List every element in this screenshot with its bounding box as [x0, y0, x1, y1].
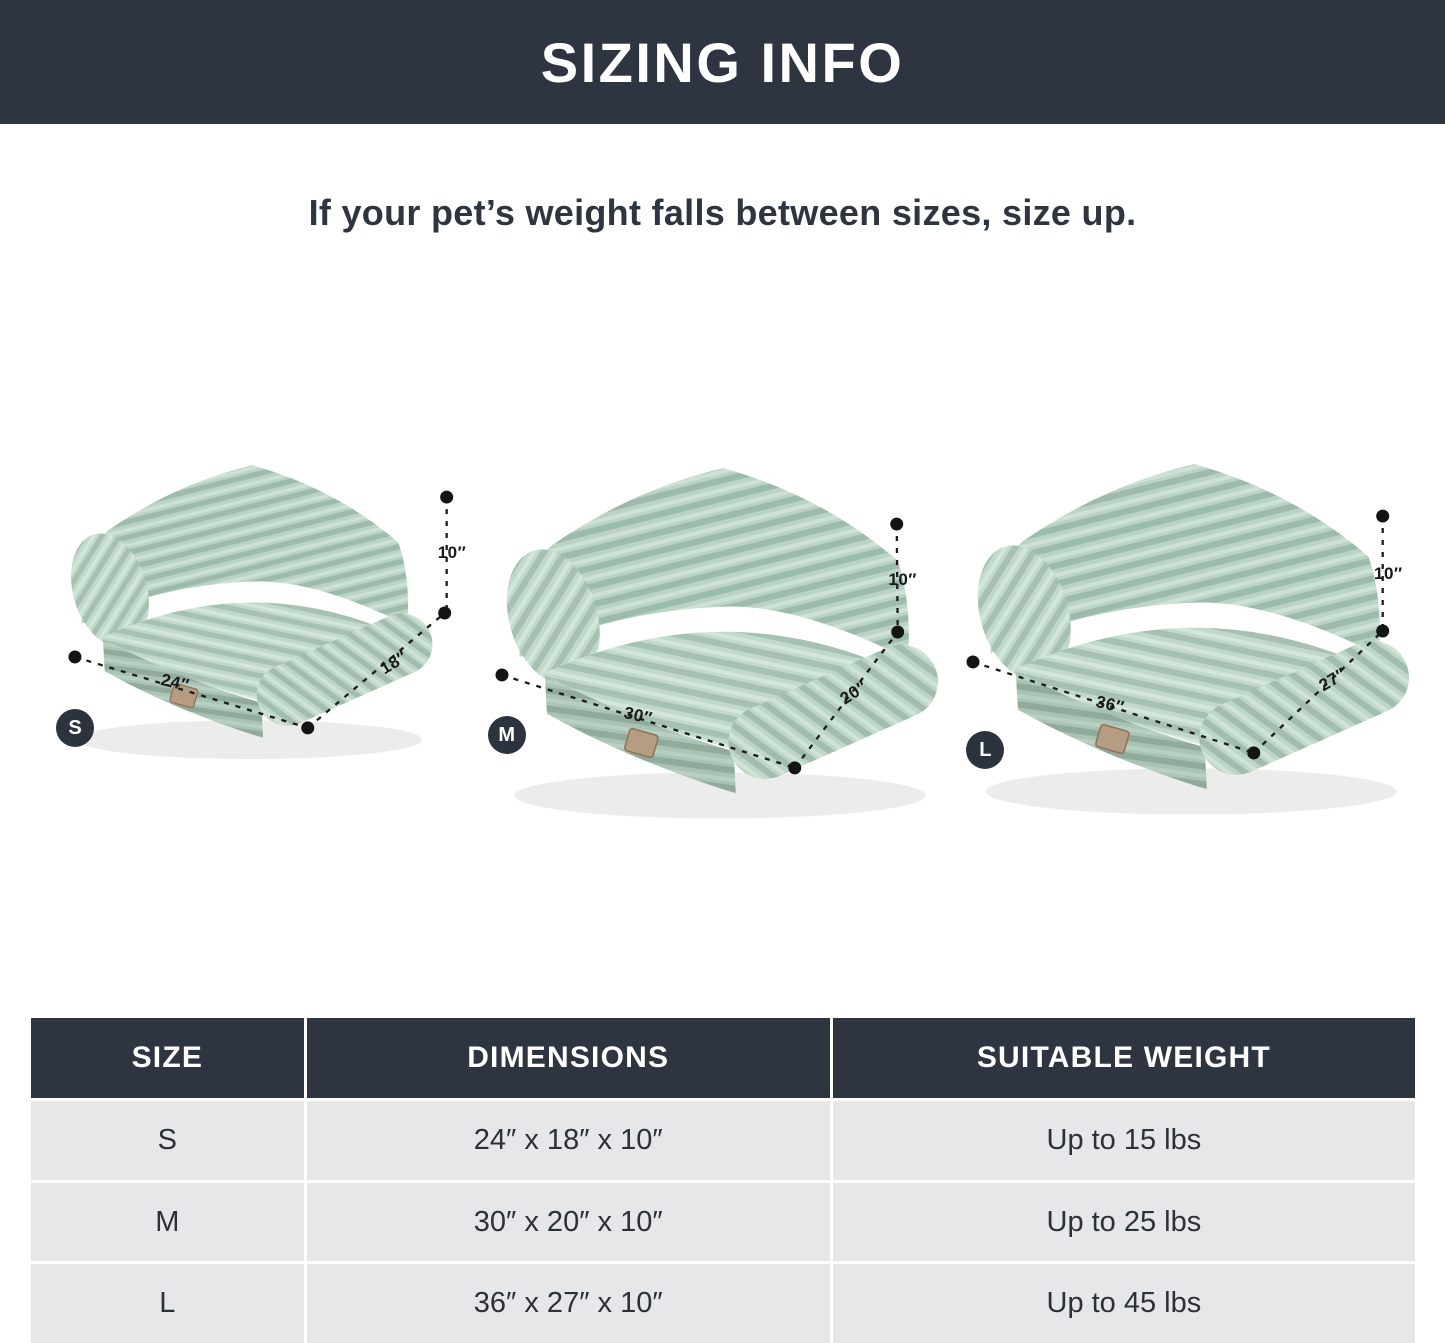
- sizing-note: If your pet’s weight falls between sizes…: [308, 192, 1137, 233]
- size-diagram-medium: 30″ 20″ 10″ M: [482, 400, 964, 820]
- cell-weight: Up to 15 lbs: [829, 1101, 1415, 1180]
- table-row-l: L 36″ x 27″ x 10″ Up to 45 lbs: [31, 1261, 1415, 1343]
- cell-weight: Up to 25 lbs: [829, 1182, 1415, 1262]
- pet-bed-small-illustration: [68, 465, 454, 760]
- cell-size: S: [157, 1123, 177, 1156]
- size-diagram-small: 24″ 18″ 10″ S: [0, 400, 482, 820]
- height-dimension-label: 10″: [1374, 564, 1403, 583]
- header-bar: SIZING INFO: [0, 0, 1445, 124]
- cell-dimensions: 36″ x 27″ x 10″: [303, 1264, 830, 1343]
- size-diagrams: 24″ 18″ 10″ S: [0, 400, 1445, 820]
- cell-weight: Up to 45 lbs: [829, 1264, 1415, 1343]
- pet-bed-large-illustration: [966, 464, 1410, 815]
- table-header-size: SIZE: [131, 1041, 204, 1074]
- size-badge-m: M: [487, 716, 526, 754]
- sizing-table: SIZE DIMENSIONS SUITABLE WEIGHT S 24″ x …: [31, 1018, 1415, 1343]
- dimension-lines-large: [966, 509, 1390, 760]
- page-title: SIZING INFO: [540, 30, 905, 94]
- height-dimension-label: 10″: [437, 543, 467, 562]
- brand-tag: [169, 682, 199, 709]
- table-row-m: M 30″ x 20″ x 10″ Up to 25 lbs: [31, 1179, 1415, 1262]
- table-header-weight: SUITABLE WEIGHT: [829, 1018, 1415, 1098]
- size-badge-l: L: [966, 731, 1005, 769]
- table-header-dimensions: DIMENSIONS: [303, 1018, 830, 1098]
- height-dimension-label: 10″: [888, 570, 917, 589]
- brand-tag: [623, 727, 659, 759]
- cell-size: M: [155, 1205, 180, 1238]
- size-badge-s: S: [56, 709, 94, 747]
- dimension-lines-small: [68, 490, 454, 735]
- cell-size: L: [159, 1287, 176, 1320]
- cell-dimensions: 30″ x 20″ x 10″: [303, 1182, 830, 1262]
- size-diagram-large: 36″ 27″ 10″ L: [963, 400, 1445, 820]
- dimension-lines-medium: [495, 517, 904, 775]
- brand-tag: [1095, 723, 1131, 755]
- table-header-row: SIZE DIMENSIONS SUITABLE WEIGHT: [31, 1018, 1415, 1098]
- pet-bed-medium-illustration: [495, 468, 938, 819]
- table-row-s: S 24″ x 18″ x 10″ Up to 15 lbs: [31, 1098, 1415, 1180]
- cell-dimensions: 24″ x 18″ x 10″: [303, 1101, 830, 1180]
